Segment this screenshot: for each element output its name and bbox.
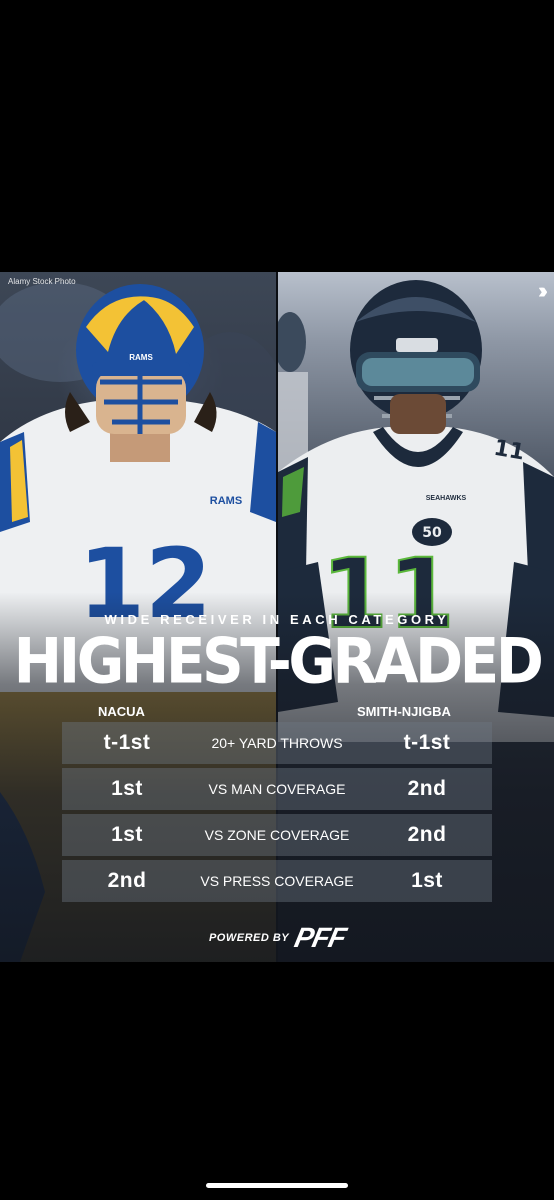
- rank-right: 2nd: [407, 777, 447, 800]
- powered-by: POWERED BY PFF: [0, 922, 554, 953]
- home-indicator[interactable]: [206, 1183, 348, 1188]
- category-label: VS MAN COVERAGE: [208, 781, 346, 797]
- comparison-table: t-1st 20+ YARD THROWS t-1st 1st VS MAN C…: [62, 722, 492, 906]
- svg-text:50: 50: [422, 525, 442, 541]
- bottom-overlay: [0, 592, 554, 962]
- pff-logo: PFF: [291, 922, 349, 953]
- jersey-team-left: RAMS: [210, 495, 242, 507]
- triple-chevron-right-icon: ›››: [538, 278, 548, 303]
- svg-text:11: 11: [492, 436, 527, 466]
- rank-left: 2nd: [107, 869, 147, 892]
- player-name-right: SMITH-NJIGBA: [357, 704, 451, 719]
- category-label: VS PRESS COVERAGE: [200, 873, 354, 889]
- rank-right: t-1st: [403, 731, 451, 754]
- powered-by-label: POWERED BY: [208, 932, 290, 944]
- category-label: 20+ YARD THROWS: [211, 735, 343, 751]
- rank-left: 1st: [111, 823, 143, 846]
- svg-text:RAMS: RAMS: [129, 353, 153, 362]
- photo-credit: Alamy Stock Photo: [8, 277, 76, 286]
- table-row: 1st VS ZONE COVERAGE 2nd: [62, 814, 492, 856]
- player-name-left: NACUA: [98, 704, 145, 719]
- rank-right: 1st: [411, 869, 443, 892]
- headline: HIGHEST-GRADED: [13, 624, 544, 698]
- table-row: 1st VS MAN COVERAGE 2nd: [62, 768, 492, 810]
- rams-helmet-icon: RAMS: [76, 284, 204, 434]
- seahawks-helmet-icon: [350, 280, 482, 434]
- subhead: WIDE RECEIVER IN EACH CATEGORY: [104, 612, 450, 627]
- rank-right: 2nd: [407, 823, 447, 846]
- rank-left: t-1st: [103, 731, 151, 754]
- rank-left: 1st: [111, 777, 143, 800]
- category-label: VS ZONE COVERAGE: [204, 827, 350, 843]
- pff-graphic: 12 RAMS RAMS: [0, 272, 554, 962]
- jersey-team-right: SEAHAWKS: [426, 495, 467, 502]
- table-row: 2nd VS PRESS COVERAGE 1st: [62, 860, 492, 902]
- table-row: t-1st 20+ YARD THROWS t-1st: [62, 722, 492, 764]
